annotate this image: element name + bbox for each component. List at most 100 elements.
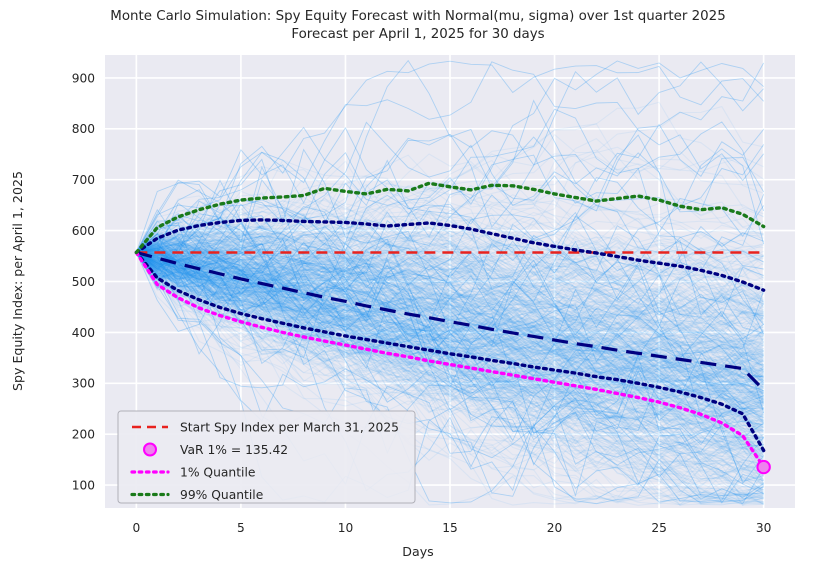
simulation-path xyxy=(136,216,764,385)
simulation-path xyxy=(136,252,764,389)
simulation-path xyxy=(135,252,764,442)
simulation-path xyxy=(136,252,764,331)
simulation-path xyxy=(136,240,765,316)
simulation-path xyxy=(136,246,764,497)
simulation-path xyxy=(135,219,764,471)
simulation-path xyxy=(136,250,764,498)
simulation-path xyxy=(136,252,764,446)
simulation-path xyxy=(136,238,764,444)
simulation-path xyxy=(136,245,764,453)
simulation-path xyxy=(136,248,764,341)
simulation-path xyxy=(136,123,764,266)
simulation-path xyxy=(136,245,765,412)
x-axis-label: Days xyxy=(402,544,433,559)
simulation-path xyxy=(135,252,765,465)
simulation-path xyxy=(136,251,764,407)
simulation-path xyxy=(135,179,764,448)
simulation-path xyxy=(136,210,764,313)
simulation-path xyxy=(136,238,764,335)
simulation-path xyxy=(136,212,764,349)
simulation-path xyxy=(135,252,764,387)
simulation-path xyxy=(135,252,764,478)
simulation-path xyxy=(136,251,764,390)
simulation-path xyxy=(136,189,765,440)
simulation-path xyxy=(136,252,764,395)
simulation-path xyxy=(136,252,764,439)
chart-legend[interactable]: Start Spy Index per March 31, 2025 VaR 1%… xyxy=(117,410,416,504)
simulation-path xyxy=(136,237,764,496)
simulation-path xyxy=(135,246,764,320)
y-tick-label: 900 xyxy=(72,71,95,85)
simulation-path xyxy=(136,239,764,305)
simulation-path xyxy=(136,238,764,355)
y-tick-label: 100 xyxy=(72,478,95,492)
simulation-path xyxy=(136,252,764,467)
simulation-path xyxy=(136,251,765,363)
simulation-path xyxy=(135,252,764,374)
simulation-path xyxy=(136,252,764,505)
simulation-path xyxy=(136,234,764,351)
simulation-path xyxy=(136,230,764,313)
simulation-path xyxy=(135,200,764,285)
simulation-path xyxy=(136,252,764,371)
legend-item-label[interactable]: 1% Quantile xyxy=(180,465,255,479)
simulation-path xyxy=(136,252,764,422)
simulation-path xyxy=(136,182,764,383)
simulation-path xyxy=(136,105,764,261)
simulation-path xyxy=(136,252,764,349)
legend-item-label[interactable]: Start Spy Index per March 31, 2025 xyxy=(180,420,399,434)
simulation-path xyxy=(136,237,764,336)
simulation-path xyxy=(136,197,765,265)
y-tick-label: 300 xyxy=(72,377,95,391)
simulation-path xyxy=(135,249,764,426)
legend-item-label[interactable]: VaR 1% = 135.42 xyxy=(180,443,288,457)
simulation-path xyxy=(136,251,764,426)
simulation-path xyxy=(136,252,765,502)
simulation-path xyxy=(136,251,764,452)
simulation-path xyxy=(136,237,764,466)
simulation-path xyxy=(136,239,764,447)
simulation-path xyxy=(136,252,764,450)
simulation-path xyxy=(136,231,764,423)
simulation-path xyxy=(136,227,764,413)
simulation-path xyxy=(136,149,764,260)
y-tick-label: 700 xyxy=(72,173,95,187)
simulation-path xyxy=(136,250,765,419)
simulation-path xyxy=(135,252,764,506)
simulation-path xyxy=(136,121,765,299)
simulation-path xyxy=(136,251,764,327)
simulation-path xyxy=(136,236,764,390)
simulation-path xyxy=(136,244,764,458)
simulation-path xyxy=(135,227,764,296)
simulation-path xyxy=(135,252,764,355)
simulation-path xyxy=(136,245,765,411)
simulation-path xyxy=(136,233,764,370)
legend-item-label[interactable]: 99% Quantile xyxy=(180,488,263,502)
simulation-path xyxy=(136,240,764,410)
simulation-path xyxy=(135,252,764,381)
simulation-path xyxy=(136,252,764,385)
simulation-path xyxy=(135,252,764,364)
simulation-path xyxy=(136,194,764,269)
simulation-path xyxy=(136,206,764,363)
simulation-path xyxy=(135,252,764,392)
simulation-path xyxy=(136,241,764,506)
series-line xyxy=(134,218,766,292)
simulation-path xyxy=(135,252,764,424)
simulation-path xyxy=(135,252,764,363)
simulation-path xyxy=(136,230,764,394)
simulation-path xyxy=(135,252,764,394)
simulation-path xyxy=(135,252,764,408)
simulation-path xyxy=(136,234,764,346)
simulation-path xyxy=(136,194,764,296)
simulation-path xyxy=(136,251,764,369)
simulation-path xyxy=(136,245,764,394)
simulation-path xyxy=(136,242,764,345)
simulation-path xyxy=(136,247,764,456)
simulation-path xyxy=(136,248,764,336)
simulation-path xyxy=(136,251,764,472)
simulation-path xyxy=(136,226,764,365)
simulation-path xyxy=(136,239,764,445)
simulation-path xyxy=(135,252,764,458)
